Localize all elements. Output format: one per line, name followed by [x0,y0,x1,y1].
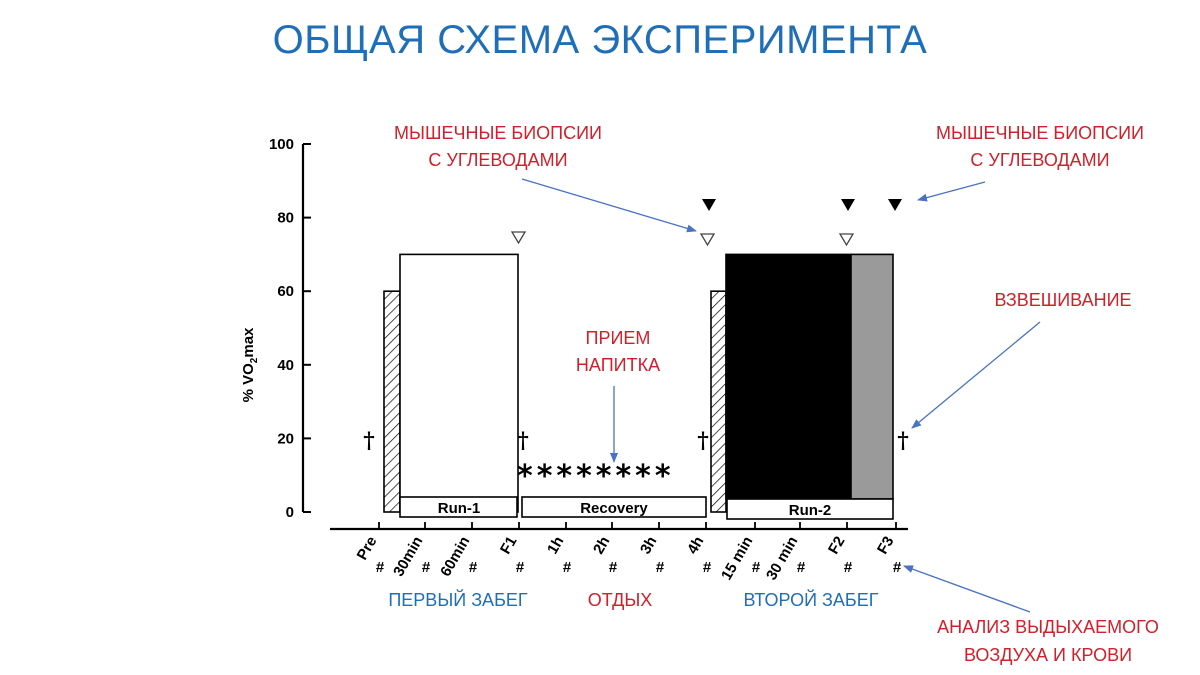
biopsy-filled-triangle-4h [702,199,716,211]
run2-black-bar [725,253,852,500]
x-hash-mark: # [563,559,572,576]
x-hash-mark: # [422,559,431,576]
biopsy-open-triangle-4h [699,233,716,247]
biopsy-filled-triangle-f3 [888,199,902,211]
analysis-note-line2: ВОЗДУХА И КРОВИ [964,645,1132,665]
x-tick-label: 15 min [718,534,756,584]
run2-grey-bar [850,253,894,500]
dagger-f3: † [897,428,909,454]
x-tick-label: F1 [497,534,520,558]
recovery-box [521,496,707,518]
y-axis-label-sub: 2 [249,357,260,363]
x-hash-mark: # [516,559,525,576]
dagger-f1: † [517,428,529,454]
x-tick-label: 30 min [763,534,801,584]
biopsy-note-right-line2: С УГЛЕВОДАМИ [970,150,1109,170]
weighing-note: ВЗВЕШИВАНИЕ [994,290,1131,310]
x-hash-mark: # [703,559,712,576]
x-hash-mark: # [469,559,478,576]
drink-asterisks: ******** [517,459,675,494]
warmup-bar-2 [710,290,727,513]
dagger-pre: † [363,428,375,454]
y-tick-label: 80 [277,210,294,227]
run1-label: Run-1 [438,500,481,517]
y-axis-label-suffix: max [240,327,257,358]
x-hash-mark: # [844,559,853,576]
biopsy-note-left-line1: МЫШЕЧНЫЕ БИОПСИИ [394,123,602,143]
x-tick-label: 1h [544,534,567,558]
drink-note-line1: ПРИЕМ [586,328,651,348]
phase-second-run: ВТОРОЙ ЗАБЕГ [744,589,879,610]
analysis-note-line1: АНАЛИЗ ВЫДЫХАЕМОГО [937,617,1159,637]
x-hash-mark: # [797,559,806,576]
run2-label: Run-2 [789,502,832,519]
phase-rest: ОТДЫХ [588,590,653,610]
dagger-4h: † [697,428,709,454]
y-axis-label: % VO2max [240,327,260,402]
y-tick-label: 40 [277,357,294,374]
warmup-bar-1 [383,290,401,513]
arrow-weighing [911,321,1041,429]
page-title: ОБЩАЯ СХЕМА ЭКСПЕРИМЕНТА [272,18,928,62]
biopsy-note-right-line1: МЫШЕЧНЫЕ БИОПСИИ [936,123,1144,143]
y-tick-label: 0 [286,504,294,521]
y-tick-label: 60 [277,283,294,300]
x-tick-label: 4h [684,534,707,558]
x-tick-label: 2h [590,534,613,558]
run1-box [399,496,518,518]
run1-bar [399,253,519,513]
x-hash-mark: # [609,559,618,576]
arrow-analysis [903,565,1031,613]
recovery-label: Recovery [580,500,648,517]
y-tick-label: 20 [277,430,294,447]
x-hash-mark: # [376,559,385,576]
y-axis-label-prefix: % VO [240,363,257,403]
arrow-biopsy-left [521,178,697,233]
y-tick-label: 100 [269,136,294,153]
x-tick-label: F3 [874,534,897,558]
x-tick-label: 3h [637,534,660,558]
arrow-biopsy-right [917,181,986,202]
biopsy-note-left-line2: С УГЛЕВОДАМИ [428,150,567,170]
x-hash-mark: # [752,559,761,576]
phase-first-run: ПЕРВЫЙ ЗАБЕГ [388,589,528,610]
biopsy-open-triangle-f1 [510,231,527,245]
x-hash-mark: # [893,559,902,576]
drink-note-line2: НАПИТКА [576,355,660,375]
x-tick-label: F2 [825,534,848,558]
x-hash-mark: # [656,559,665,576]
biopsy-filled-triangle-f2 [841,199,855,211]
biopsy-open-triangle-f2 [838,233,855,247]
run2-box [726,498,894,520]
